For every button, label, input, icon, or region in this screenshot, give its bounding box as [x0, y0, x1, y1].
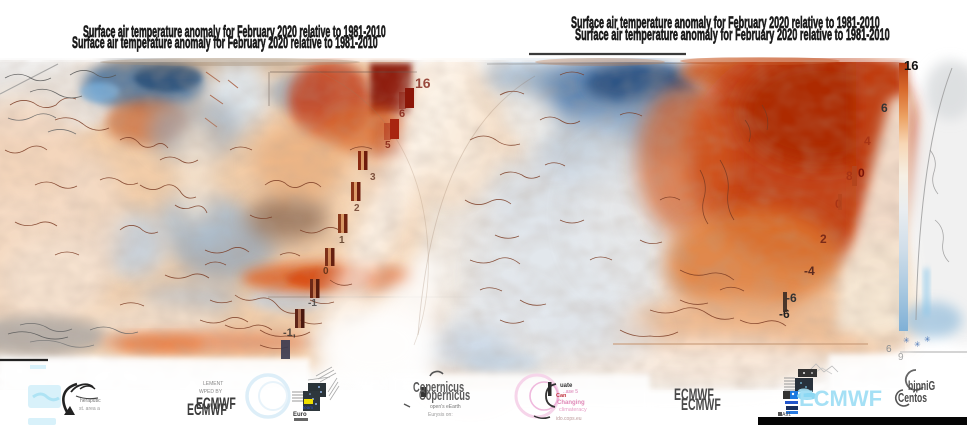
svg-text:6: 6: [881, 101, 888, 115]
svg-text:-6: -6: [786, 291, 797, 305]
svg-text:4: 4: [864, 134, 871, 148]
svg-text:Copernicus: Copernicus: [419, 387, 470, 404]
svg-text:✳: ✳: [924, 335, 931, 344]
svg-text:open's eEarth: open's eEarth: [430, 404, 461, 410]
svg-text:6: 6: [886, 344, 892, 355]
svg-text:st. area a: st. area a: [79, 406, 100, 412]
svg-text:-6: -6: [779, 307, 790, 321]
svg-text:1.A91: 1.A91: [778, 412, 791, 418]
svg-text:2: 2: [820, 232, 827, 246]
svg-text:1: 1: [339, 235, 345, 246]
svg-text:0: 0: [323, 266, 329, 277]
svg-text:Euro: Euro: [293, 412, 307, 418]
svg-text:Surface air temperature anomal: Surface air temperature anomaly for Febr…: [571, 13, 880, 32]
svg-text:16: 16: [904, 58, 918, 73]
svg-text:heraputic: heraputic: [80, 398, 101, 404]
svg-text:ECMWF: ECMWF: [187, 399, 227, 418]
svg-text:Surface air temperature anomal: Surface air temperature anomaly for Febr…: [72, 33, 378, 52]
svg-text:ECMWF: ECMWF: [674, 384, 714, 403]
svg-text:0: 0: [858, 166, 865, 180]
svg-text:5: 5: [385, 140, 391, 151]
svg-text:-1,: -1,: [283, 327, 296, 339]
svg-text:climateracy: climateracy: [559, 407, 587, 413]
svg-text:team: team: [303, 405, 313, 410]
svg-text:-1: -1: [308, 298, 317, 309]
svg-text:ido.cops.eu: ido.cops.eu: [556, 416, 582, 422]
svg-text:2: 2: [354, 203, 360, 214]
svg-text:Surface air temperature anomal: Surface air temperature anomaly for Febr…: [575, 25, 890, 44]
svg-text:✳: ✳: [914, 340, 921, 349]
svg-text:-4: -4: [804, 264, 815, 278]
svg-text:ECMWF: ECMWF: [196, 393, 236, 412]
svg-text:ECMWF: ECMWF: [681, 394, 721, 413]
svg-text:Copernicus: Copernicus: [413, 379, 464, 396]
svg-text:✳: ✳: [903, 336, 910, 345]
svg-text:16: 16: [415, 75, 431, 91]
svg-text:6: 6: [399, 108, 405, 120]
svg-text:Eurysis on:: Eurysis on:: [428, 412, 453, 418]
svg-text:bjpniG: bjpniG: [908, 379, 935, 393]
svg-text:8: 8: [846, 169, 853, 183]
svg-text:Changing: Changing: [557, 400, 585, 406]
svg-text:9: 9: [898, 352, 904, 363]
svg-text:WPED BY: WPED BY: [199, 389, 223, 395]
svg-text:ECMWF: ECMWF: [799, 386, 882, 411]
svg-text:3: 3: [370, 172, 376, 183]
svg-text:Surface air temperature anomal: Surface air temperature anomaly for Febr…: [83, 22, 386, 41]
svg-text:..ase 5: ..ase 5: [563, 389, 578, 395]
svg-text:Can: Can: [556, 393, 567, 399]
svg-text:LEMENT: LEMENT: [203, 381, 223, 387]
svg-text:Centos: Centos: [898, 391, 927, 405]
svg-text:uate: uate: [560, 383, 573, 389]
